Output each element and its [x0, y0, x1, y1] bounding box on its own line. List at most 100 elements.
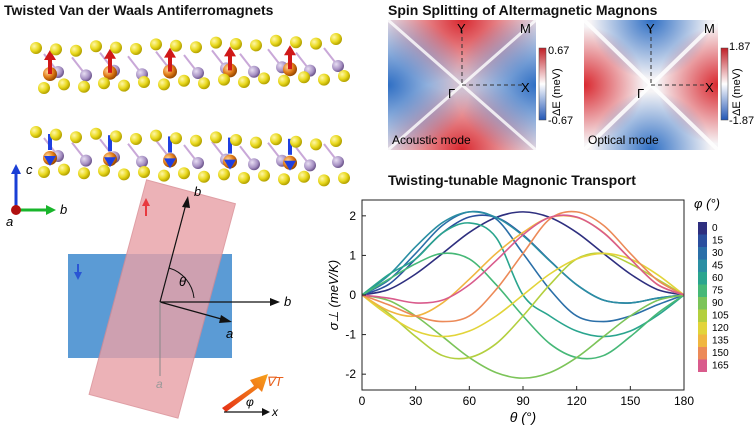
- legend-value: 105: [712, 311, 729, 322]
- legend-value: 150: [712, 348, 729, 359]
- series-line-phi-60: [361, 222, 685, 338]
- top-layer-group: [88, 179, 237, 419]
- acoustic-y-point: Y: [457, 21, 466, 36]
- b-axis-arrowhead: [46, 205, 56, 215]
- legend-value: 45: [712, 261, 724, 272]
- x-tick-label: 120: [567, 394, 587, 408]
- transport-panel-title: Twisting-tunable Magnonic Transport: [388, 172, 636, 188]
- legend-value: 75: [712, 286, 724, 297]
- a-axis-dot: [11, 205, 21, 215]
- y-tick-label: -1: [345, 328, 356, 342]
- grad-t-label: ∇T: [266, 374, 284, 389]
- legend-swatch: [698, 334, 707, 347]
- x-tick-label: 30: [409, 394, 423, 408]
- optical-cbar-min: -1.87: [729, 115, 754, 127]
- x-tick-label: 60: [463, 394, 477, 408]
- b-right-label: b: [284, 294, 291, 309]
- legend-value: 90: [712, 298, 724, 309]
- crystal-panel-title: Twisted Van der Waals Antiferromagnets: [4, 2, 274, 18]
- x-tick-label: 90: [516, 394, 530, 408]
- a-faint-label: a: [156, 377, 163, 391]
- acoustic-cbar-max: 0.67: [548, 45, 569, 57]
- series-line-phi-90: [361, 294, 685, 379]
- legend-swatch: [698, 234, 707, 247]
- c-axis-arrowhead: [11, 164, 21, 174]
- legend-swatch: [698, 297, 707, 310]
- y-axis-label: σ⊥ (meV/K): [326, 260, 341, 330]
- y-tick-label: 0: [349, 288, 356, 302]
- legend-swatch: [698, 272, 707, 285]
- optical-gamma-point: Γ: [637, 86, 644, 101]
- legend-value: 60: [712, 273, 724, 284]
- optical-mode-map: Y M Γ X Optical mode: [582, 18, 720, 152]
- c-axis-label: c: [26, 162, 33, 177]
- legend-value: 15: [712, 236, 724, 247]
- top-layer-rect: [88, 179, 237, 419]
- b-axis-top: [159, 203, 187, 303]
- optical-x-point: X: [705, 80, 714, 95]
- up-spin-arrowhead: [142, 198, 150, 206]
- a-axis-vector-head: [219, 315, 232, 323]
- y-tick-label: 2: [349, 209, 356, 223]
- optical-colorbar: [720, 47, 729, 121]
- acoustic-mode-map: Y M Γ X Acoustic mode: [387, 18, 537, 152]
- theta-label: θ: [179, 274, 186, 289]
- acoustic-m-point: M: [520, 21, 531, 36]
- twist-geometry-schematic: θ b b a a ∇T x φ: [68, 179, 291, 419]
- legend-swatch: [698, 259, 707, 272]
- acoustic-cbar-min: -0.67: [548, 115, 573, 127]
- temperature-gradient-arrow: [222, 374, 268, 412]
- series-line-phi-45: [361, 210, 685, 304]
- down-spin-arrowhead: [74, 272, 82, 280]
- x-tick-label: 180: [674, 394, 694, 408]
- x-label: x: [271, 405, 279, 419]
- spin-panel-title: Spin Splitting of Altermagnetic Magnons: [388, 2, 658, 18]
- acoustic-gamma-point: Γ: [448, 86, 455, 101]
- legend-swatch: [698, 222, 707, 235]
- crystal-axes: c b a: [6, 162, 67, 229]
- a-vector-label: a: [226, 326, 233, 341]
- legend-value: 120: [712, 323, 729, 334]
- b-axis-label: b: [60, 202, 67, 217]
- legend-swatch: [698, 347, 707, 360]
- legend-value: 30: [712, 248, 724, 259]
- theta-arc: [168, 267, 195, 299]
- legend-value: 135: [712, 336, 729, 347]
- series-line-phi-0: [361, 211, 685, 296]
- optical-y-point: Y: [646, 21, 655, 36]
- series-line-phi-105: [361, 252, 685, 360]
- acoustic-x-point: X: [521, 80, 530, 95]
- b-top-label: b: [194, 184, 201, 199]
- optical-m-point: M: [704, 21, 715, 36]
- legend-swatch: [698, 359, 707, 372]
- phi-label: φ: [246, 395, 254, 409]
- b-axis-top-head: [182, 196, 190, 208]
- series-line-phi-75: [361, 252, 685, 360]
- legend-swatch: [698, 247, 707, 260]
- y-tick-label: 1: [349, 248, 356, 262]
- b-axis-bottom-head: [270, 298, 280, 306]
- legend-value: 0: [712, 223, 718, 234]
- optical-cbar-label: ΔE (meV): [731, 68, 743, 116]
- x-tick-label: 150: [620, 394, 640, 408]
- optical-mode-label: Optical mode: [588, 133, 659, 147]
- x-tick-label: 0: [359, 394, 366, 408]
- legend-swatch: [698, 284, 707, 297]
- series-line-phi-165: [361, 214, 685, 304]
- a-axis-label: a: [6, 214, 13, 229]
- crystal-structure-illustration: [30, 33, 350, 187]
- x-axis-arrowhead: [262, 408, 270, 416]
- spin-splitting-maps: Y M Γ X Acoustic mode 0.67 -0.67 ΔE (meV…: [387, 18, 754, 152]
- y-tick-label: -2: [345, 367, 356, 381]
- legend-value: 165: [712, 361, 729, 372]
- acoustic-cbar-label: ΔE (meV): [551, 68, 563, 116]
- series-line-phi-150: [361, 210, 685, 323]
- acoustic-colorbar: [538, 47, 547, 121]
- optical-cbar-max: 1.87: [729, 41, 750, 53]
- x-axis-label: θ (°): [510, 409, 536, 425]
- acoustic-mode-label: Acoustic mode: [392, 133, 471, 147]
- a-axis-vector: [159, 301, 226, 321]
- legend-swatch: [698, 322, 707, 335]
